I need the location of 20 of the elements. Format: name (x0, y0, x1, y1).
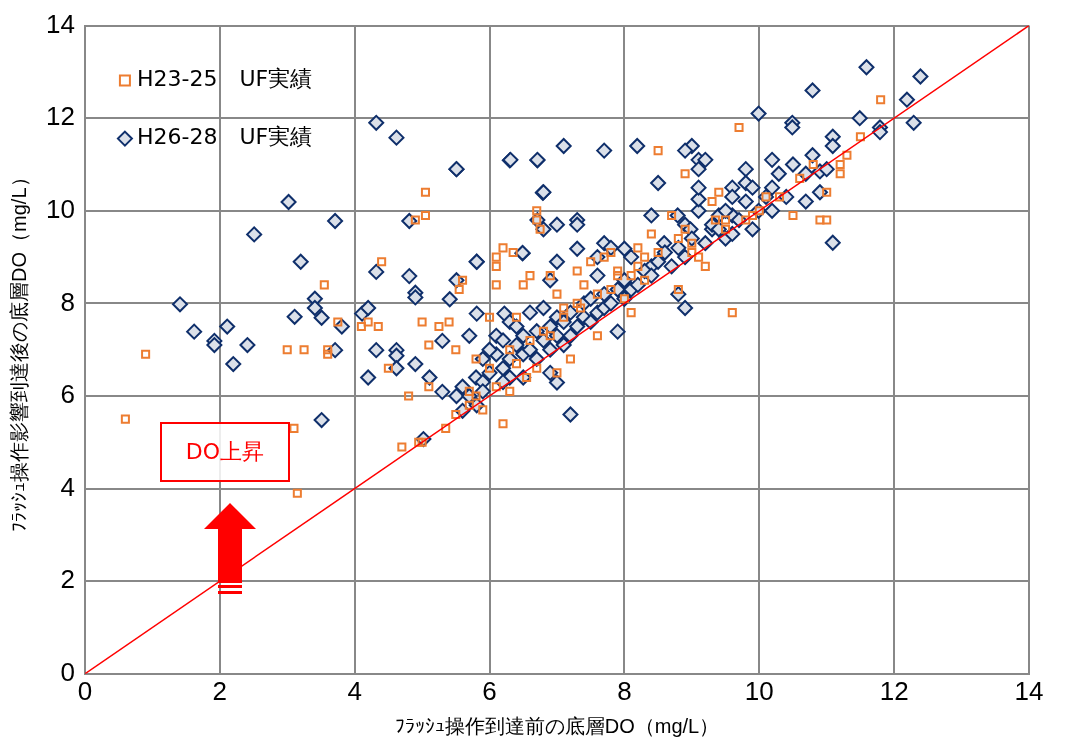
x-tick-label: 14 (1014, 675, 1044, 706)
x-tick-label: 4 (347, 675, 362, 706)
y-tick-label: 12 (46, 101, 75, 132)
y-tick-label: 0 (60, 656, 75, 687)
annotation: DO上昇 (160, 422, 290, 482)
y-tick-label: 2 (60, 564, 75, 595)
y-tick-label: 10 (46, 193, 75, 224)
x-axis-title: ﾌﾗｯｼｭ操作到達前の底層DO（mg/L） (394, 714, 720, 737)
y-axis-title: ﾌﾗｯｼｭ操作影響到達後の底層DO（mg/L） (7, 167, 30, 532)
y-tick-label: 6 (60, 379, 75, 410)
x-tick-label: 2 (212, 675, 228, 706)
x-tick-label: 12 (879, 675, 909, 706)
x-tick-label: 10 (744, 675, 774, 706)
y-tick-label: 4 (60, 471, 75, 502)
y-tick-label: 14 (46, 8, 75, 39)
x-tick-label: 6 (482, 675, 497, 706)
x-tick-label: 8 (617, 675, 632, 706)
y-tick-label: 8 (60, 286, 75, 317)
legend-label: H23-25 UF実績 (136, 66, 313, 92)
legend-label: H26-28 UF実績 (136, 124, 313, 150)
